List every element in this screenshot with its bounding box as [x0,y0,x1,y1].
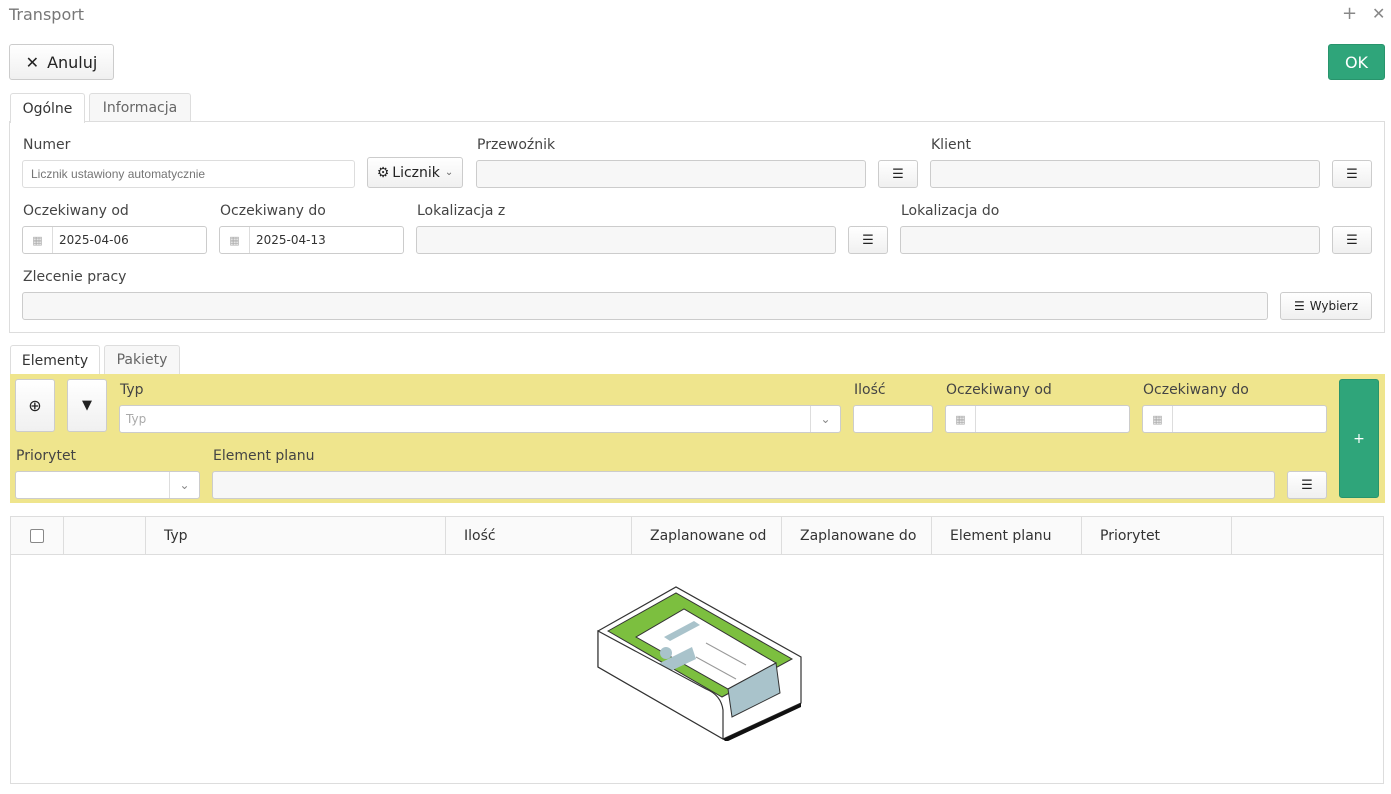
column-header-ilosc[interactable]: Ilość [445,517,631,555]
column-header-actions [63,517,145,555]
element-planu-label: Element planu [213,448,315,464]
lokalizacja-z-lookup-button[interactable]: ☰ [848,226,888,254]
klient-input[interactable] [930,160,1320,188]
klient-lookup-button[interactable]: ☰ [1332,160,1372,188]
add-element-button[interactable]: + [1339,379,1379,498]
select-all-checkbox[interactable] [30,529,44,543]
chevron-down-icon: ⌄ [169,472,199,498]
lokalizacja-do-input[interactable] [900,226,1320,254]
window-title: Transport [9,5,85,24]
priorytet-select[interactable]: ⌄ [15,471,200,499]
ilosc-input[interactable] [853,405,933,433]
przewoznik-label: Przewoźnik [477,137,556,153]
column-header-zaplanowane-od[interactable]: Zaplanowane od [631,517,781,555]
ok-button[interactable]: OK [1328,44,1385,80]
tab-pakiety[interactable]: Pakiety [104,345,180,374]
maximize-icon[interactable]: + [1342,3,1358,24]
priorytet-label: Priorytet [16,448,77,464]
gears-icon: ⚙ [376,164,390,181]
column-header-typ[interactable]: Typ [145,517,445,555]
empty-box-illustration [597,586,802,741]
filter-oczekiwany-do-label: Oczekiwany do [1143,382,1249,398]
ilosc-label: Ilość [854,382,886,398]
oczekiwany-od-input[interactable]: ▦ 2025-04-06 [22,226,207,254]
tab-ogolne[interactable]: Ogólne [10,93,85,123]
tab-elementy[interactable]: Elementy [10,345,100,375]
close-icon[interactable]: ✕ [1372,4,1386,23]
zlecenie-input[interactable] [22,292,1268,320]
filter-oczekiwany-do-input[interactable]: ▦ [1142,405,1327,433]
chevron-down-icon: ⌄ [444,167,454,178]
column-header-extra [1231,517,1385,555]
filter-oczekiwany-od-input[interactable]: ▦ [945,405,1130,433]
lokalizacja-z-input[interactable] [416,226,836,254]
cancel-button[interactable]: ✕ Anuluj [9,44,114,80]
table-header: Typ Ilość Zaplanowane od Zaplanowane do … [11,517,1383,555]
lokalizacja-z-label: Lokalizacja z [417,203,506,219]
calendar-icon: ▦ [1143,406,1173,432]
filter-oczekiwany-od-label: Oczekiwany od [946,382,1052,398]
oczekiwany-do-label: Oczekiwany do [220,203,326,219]
column-header-element-planu[interactable]: Element planu [931,517,1081,555]
calendar-icon: ▦ [946,406,976,432]
list-icon: ☰ [1293,299,1305,313]
numer-label: Numer [23,137,71,153]
element-planu-lookup-button[interactable]: ☰ [1287,471,1327,499]
typ-select[interactable]: Typ ⌄ [119,405,841,433]
filter-icon: ▼ [82,398,92,413]
tab-informacja[interactable]: Informacja [89,93,191,121]
zlecenie-label: Zlecenie pracy [23,269,127,285]
licznik-dropdown[interactable]: ⚙ Licznik ⌄ [367,157,463,188]
oczekiwany-do-input[interactable]: ▦ 2025-04-13 [219,226,404,254]
przewoznik-input[interactable] [476,160,866,188]
oczekiwany-od-label: Oczekiwany od [23,203,129,219]
chevron-down-icon: ⌄ [810,406,840,432]
calendar-icon: ▦ [23,227,53,253]
close-icon: ✕ [25,52,40,72]
numer-input[interactable] [22,160,355,188]
select-all-cell [11,517,63,555]
lokalizacja-do-lookup-button[interactable]: ☰ [1332,226,1372,254]
element-planu-input[interactable] [212,471,1275,499]
lokalizacja-do-label: Lokalizacja do [901,203,1000,219]
wybierz-button[interactable]: ☰ Wybierz [1280,292,1372,320]
typ-label: Typ [120,382,144,398]
filter-button[interactable]: ▼ [67,379,107,432]
elements-table: Typ Ilość Zaplanowane od Zaplanowane do … [10,516,1384,784]
add-circle-button[interactable]: ⊕ [15,379,55,432]
column-header-zaplanowane-do[interactable]: Zaplanowane do [781,517,931,555]
klient-label: Klient [931,137,971,153]
calendar-icon: ▦ [220,227,250,253]
column-header-priorytet[interactable]: Priorytet [1081,517,1231,555]
przewoznik-lookup-button[interactable]: ☰ [878,160,918,188]
